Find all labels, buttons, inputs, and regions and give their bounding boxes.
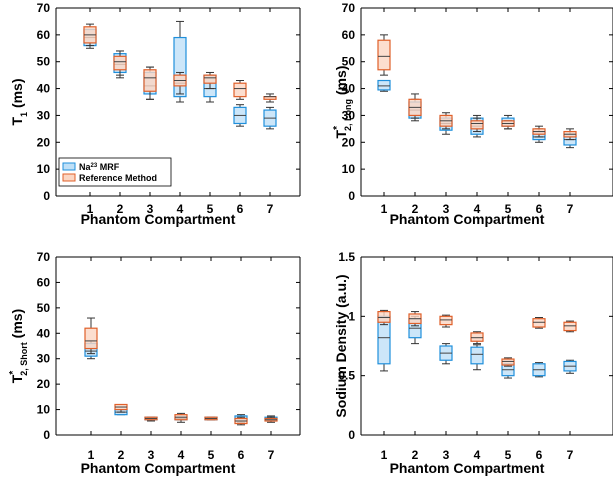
box-rect bbox=[204, 75, 216, 83]
box-ref-1 bbox=[85, 318, 97, 354]
box-ref-1 bbox=[378, 35, 390, 75]
panel-1: 0 10 20 30 40 50 60 70 1 2 3 4 5 6 7 Phantom Compartmen… bbox=[9, 1, 300, 227]
box-ref-7 bbox=[264, 94, 276, 102]
box-rect bbox=[564, 322, 576, 330]
box-ref-2 bbox=[409, 94, 421, 118]
y-tick-label: 10 bbox=[37, 403, 51, 417]
box-mrf-7 bbox=[264, 107, 276, 128]
box-ref-1 bbox=[84, 24, 96, 45]
box-rect bbox=[502, 359, 514, 365]
box-ref-3 bbox=[440, 315, 452, 327]
box-rect bbox=[378, 312, 390, 323]
box-rect bbox=[440, 316, 452, 324]
box-ref-6 bbox=[533, 318, 545, 329]
x-tick-label: 7 bbox=[567, 202, 574, 216]
y-tick-label: 40 bbox=[37, 82, 51, 96]
box-mrf-6 bbox=[234, 105, 246, 126]
box-rect bbox=[471, 121, 483, 129]
box-ref-2 bbox=[409, 312, 421, 326]
box-rect bbox=[85, 328, 97, 348]
y-axis-label: T*2, Long (ms) bbox=[332, 66, 353, 139]
x-axis-label: Phantom Compartment bbox=[390, 211, 545, 227]
box-rect bbox=[378, 40, 390, 70]
y-tick-label: 30 bbox=[37, 108, 51, 122]
y-tick-label: 60 bbox=[37, 28, 51, 42]
y-axis-label: T1 (ms) bbox=[9, 78, 29, 125]
y-tick-label: 60 bbox=[342, 28, 356, 42]
x-tick-label: 6 bbox=[237, 202, 244, 216]
y-tick-label: 60 bbox=[37, 275, 51, 289]
x-axis-label: Phantom Compartment bbox=[81, 460, 236, 476]
legend-swatch-ref bbox=[63, 174, 75, 181]
box-ref-3 bbox=[440, 113, 452, 129]
y-tick-label: 10 bbox=[342, 162, 356, 176]
box-ref-4 bbox=[471, 332, 483, 344]
legend-label-mrf: Na23 MRF bbox=[79, 162, 120, 172]
box-ref-4 bbox=[175, 413, 187, 422]
y-tick-label: 0 bbox=[43, 189, 50, 203]
box-ref-5 bbox=[502, 121, 514, 129]
y-tick-label: 20 bbox=[37, 377, 51, 391]
panel-2: 0 10 20 30 40 50 60 70 1 2 3 4 5 6 7 Phantom Compartmen… bbox=[332, 1, 613, 227]
box-rect bbox=[533, 319, 545, 327]
x-tick-label: 1 bbox=[381, 448, 388, 462]
y-tick-label: 70 bbox=[37, 250, 51, 264]
y-tick-label: 0 bbox=[43, 428, 50, 442]
y-axis-label: T*2, Short (ms) bbox=[8, 309, 29, 383]
y-tick-label: 10 bbox=[37, 162, 51, 176]
panel-3: 0 10 20 30 40 50 60 70 1 2 3 4 5 6 7 Phantom Compartmen… bbox=[8, 250, 300, 476]
box-ref-5 bbox=[502, 358, 514, 366]
y-tick-label: 1 bbox=[348, 309, 355, 323]
y-axis-label: Sodium Density (a.u.) bbox=[333, 274, 349, 417]
y-tick-label: 20 bbox=[37, 135, 51, 149]
box-mrf-4 bbox=[471, 345, 483, 370]
box-rect bbox=[471, 347, 483, 364]
box-mrf-1 bbox=[378, 81, 390, 92]
panel-4: 0 0.5 1 1.5 1 2 3 4 5 6 7 Phantom Compartment Sodium… bbox=[333, 250, 613, 476]
y-tick-label: 70 bbox=[342, 1, 356, 15]
box-ref-6 bbox=[234, 81, 246, 100]
y-tick-label: 50 bbox=[37, 55, 51, 69]
box-rect bbox=[471, 333, 483, 341]
box-mrf-6 bbox=[533, 363, 545, 377]
x-axis-label: Phantom Compartment bbox=[81, 211, 236, 227]
box-rect bbox=[144, 70, 156, 91]
box-ref-1 bbox=[378, 310, 390, 324]
x-axis-label: Phantom Compartment bbox=[390, 460, 545, 476]
box-mrf-7 bbox=[564, 360, 576, 373]
legend-swatch-mrf bbox=[63, 163, 75, 170]
box-mrf-3 bbox=[440, 344, 452, 364]
box-ref-5 bbox=[205, 417, 217, 420]
box-rect bbox=[378, 81, 390, 90]
x-tick-label: 6 bbox=[238, 448, 245, 462]
legend-label-ref: Reference Method bbox=[79, 173, 157, 183]
x-tick-label: 7 bbox=[268, 448, 275, 462]
box-ref-7 bbox=[265, 417, 277, 422]
x-tick-label: 1 bbox=[381, 202, 388, 216]
y-tick-label: 30 bbox=[37, 352, 51, 366]
box-ref-6 bbox=[235, 417, 247, 425]
y-tick-label: 1.5 bbox=[338, 250, 355, 264]
box-ref-7 bbox=[564, 321, 576, 332]
x-tick-label: 7 bbox=[567, 448, 574, 462]
y-tick-label: 0 bbox=[348, 189, 355, 203]
y-tick-label: 50 bbox=[37, 301, 51, 315]
y-tick-label: 0 bbox=[348, 428, 355, 442]
y-tick-label: 70 bbox=[37, 1, 51, 15]
box-rect bbox=[234, 83, 246, 96]
box-ref-3 bbox=[145, 417, 157, 421]
box-rect bbox=[114, 56, 126, 69]
y-tick-label: 40 bbox=[37, 326, 51, 340]
x-tick-label: 7 bbox=[267, 202, 274, 216]
